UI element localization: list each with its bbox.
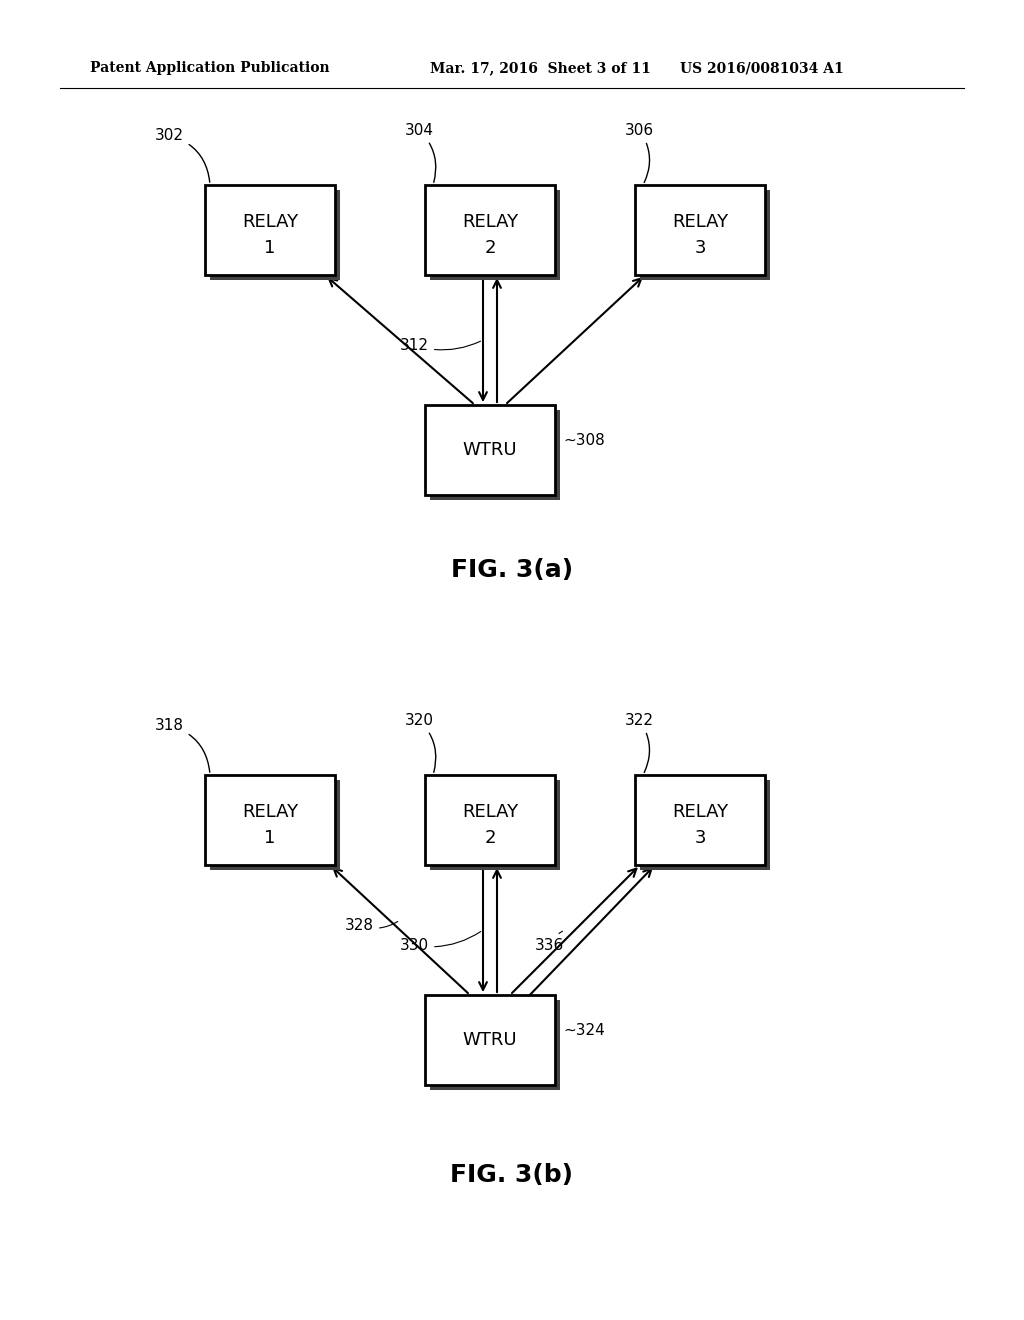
- Text: RELAY: RELAY: [242, 213, 298, 231]
- Text: RELAY: RELAY: [462, 213, 518, 231]
- Text: 330: 330: [400, 932, 480, 953]
- Text: 3: 3: [694, 239, 706, 257]
- Bar: [210, 190, 340, 280]
- Bar: [425, 775, 555, 865]
- Bar: [635, 775, 765, 865]
- Text: RELAY: RELAY: [672, 213, 728, 231]
- Text: WTRU: WTRU: [463, 1031, 517, 1049]
- Text: 2: 2: [484, 829, 496, 847]
- Bar: [430, 780, 560, 870]
- Text: ∼324: ∼324: [563, 1023, 605, 1038]
- Text: WTRU: WTRU: [463, 441, 517, 459]
- Text: RELAY: RELAY: [242, 803, 298, 821]
- Text: 320: 320: [406, 713, 436, 772]
- Bar: [430, 411, 560, 500]
- Text: Mar. 17, 2016  Sheet 3 of 11: Mar. 17, 2016 Sheet 3 of 11: [430, 61, 651, 75]
- Bar: [205, 185, 335, 275]
- Bar: [205, 775, 335, 865]
- Text: 306: 306: [625, 123, 654, 182]
- Text: 322: 322: [625, 713, 654, 772]
- Text: 3: 3: [694, 829, 706, 847]
- Text: 312: 312: [400, 338, 480, 352]
- Text: Patent Application Publication: Patent Application Publication: [90, 61, 330, 75]
- Text: 302: 302: [155, 128, 210, 182]
- Text: 328: 328: [345, 917, 397, 933]
- Text: 2: 2: [484, 239, 496, 257]
- Bar: [425, 995, 555, 1085]
- Bar: [430, 190, 560, 280]
- Bar: [640, 780, 770, 870]
- Text: FIG. 3(a): FIG. 3(a): [451, 558, 573, 582]
- Text: 1: 1: [264, 829, 275, 847]
- Text: 304: 304: [406, 123, 436, 182]
- Text: 336: 336: [535, 931, 564, 953]
- Bar: [640, 190, 770, 280]
- Text: ∼308: ∼308: [563, 433, 605, 447]
- Text: FIG. 3(b): FIG. 3(b): [451, 1163, 573, 1187]
- Text: 1: 1: [264, 239, 275, 257]
- Bar: [425, 405, 555, 495]
- Bar: [635, 185, 765, 275]
- Text: RELAY: RELAY: [672, 803, 728, 821]
- Text: RELAY: RELAY: [462, 803, 518, 821]
- Bar: [210, 780, 340, 870]
- Bar: [425, 185, 555, 275]
- Text: 318: 318: [155, 718, 210, 772]
- Bar: [430, 1001, 560, 1090]
- Text: US 2016/0081034 A1: US 2016/0081034 A1: [680, 61, 844, 75]
